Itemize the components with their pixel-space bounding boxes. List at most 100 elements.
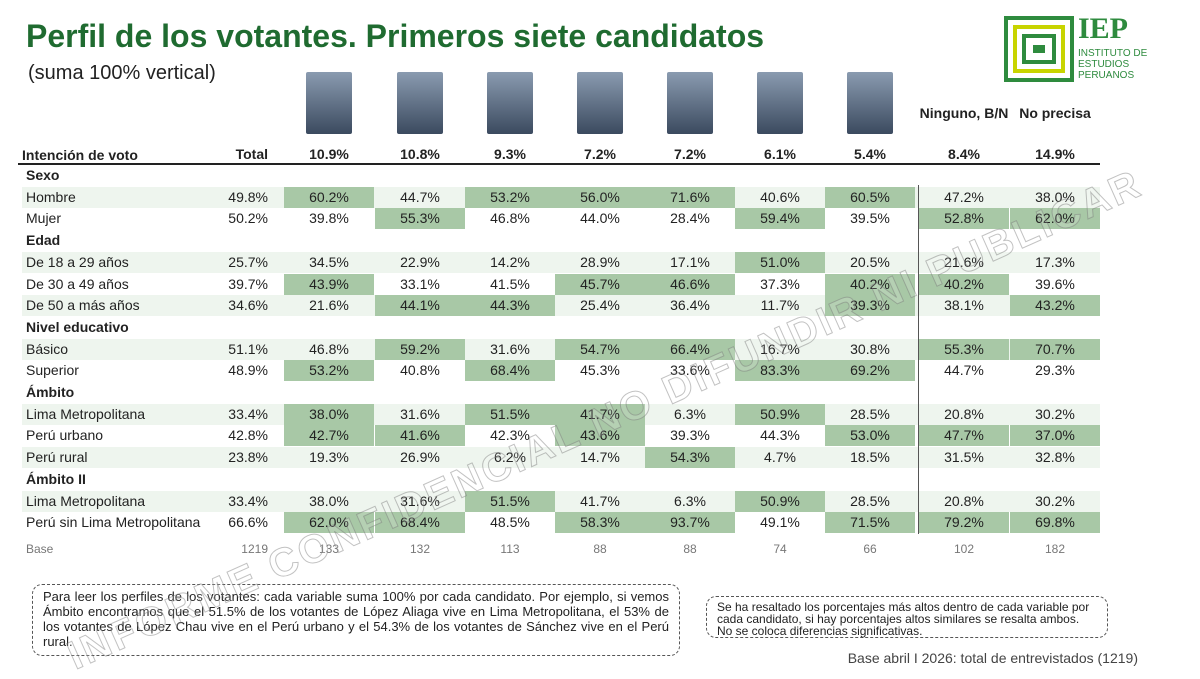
cell-value: 30.2% [1035,405,1075,422]
note-right: Se ha resaltado los porcentajes más alto… [706,596,1108,638]
cell-value: 39.5% [850,210,890,227]
cell-value: 51.5% [490,405,530,422]
cell-value: 39.3% [850,297,890,314]
cell-value: 30.8% [850,340,890,357]
highlight [555,338,645,360]
total-value: 34.6% [228,297,268,314]
cell-value: 38.0% [309,405,349,422]
cell-value: 41.7% [580,492,620,509]
cell-value: 39.8% [309,210,349,227]
cell-value: 59.4% [760,210,800,227]
logo-mark [1004,16,1074,82]
cell-value: 55.3% [944,340,984,357]
highlight [284,403,374,425]
cell-value: 54.7% [580,340,620,357]
logo-text: INSTITUTO DE ESTUDIOS PERUANOS [1078,48,1147,81]
cell-value: 20.5% [850,253,890,270]
row-label: Perú urbano [26,427,104,444]
cell-value: 44.3% [490,297,530,314]
highlight [1010,512,1100,534]
logo-line: ESTUDIOS [1078,59,1130,70]
cell-value: 60.5% [850,188,890,205]
cell-value: 40.8% [400,362,440,379]
cell-value: 59.2% [400,340,440,357]
base-value: 132 [409,541,431,556]
highlight [284,186,374,208]
cell-value: 19.3% [309,449,349,466]
base-value: 182 [1044,541,1066,556]
cell-value: 16.7% [760,340,800,357]
cell-value: 40.6% [760,188,800,205]
cell-value: 33.1% [400,275,440,292]
row-label: De 50 a más años [26,297,140,314]
cell-value: 20.8% [944,492,984,509]
base-total: 1219 [241,541,268,556]
highlight [825,295,915,317]
column-name: Ninguno, B/N [919,105,1009,121]
logo-icon [1004,16,1074,82]
cell-value: 48.5% [490,514,530,531]
row-label: Perú rural [26,449,88,466]
column-share: 8.4% [948,146,980,162]
total-value: 66.6% [228,514,268,531]
candidate-photo [757,72,803,134]
cell-value: 6.3% [674,492,706,509]
cell-value: 52.8% [944,210,984,227]
section-title: Sexo [26,167,60,183]
cell-value: 55.3% [400,210,440,227]
highlight [919,273,1009,295]
highlight [825,273,915,295]
row-label: Superior [26,362,79,379]
highlight [375,425,465,447]
row-label: Mujer [26,210,62,227]
subtitle: (suma 100% vertical) [28,62,216,84]
cell-value: 47.7% [944,427,984,444]
cell-value: 56.0% [580,188,620,205]
column-name: No precisa [1019,105,1091,121]
cell-value: 36.4% [670,297,710,314]
highlight [645,447,735,469]
highlight [465,360,555,382]
cell-value: 26.9% [400,449,440,466]
cell-value: 14.2% [490,253,530,270]
row-label: Hombre [26,188,76,205]
cell-value: 38.0% [309,492,349,509]
highlight [735,208,825,230]
row-label-header: Intención de voto [22,147,138,163]
column-share: 14.9% [1035,146,1075,162]
cell-value: 68.4% [400,514,440,531]
cell-value: 30.2% [1035,492,1075,509]
highlight [735,360,825,382]
cell-value: 22.9% [400,253,440,270]
cell-value: 6.2% [494,449,526,466]
highlight [919,338,1009,360]
highlight [645,512,735,534]
base-value: 102 [953,541,975,556]
header-rule [18,163,1100,165]
cell-value: 69.8% [1035,514,1075,531]
cell-value: 6.3% [674,405,706,422]
column-share: 10.9% [309,146,349,162]
cell-value: 46.8% [309,340,349,357]
candidate-photo [487,72,533,134]
highlight [555,512,645,534]
highlight [465,490,555,512]
row-label: Lima Metropolitana [26,492,146,509]
row-label: Básico [26,340,69,357]
cell-value: 37.3% [760,275,800,292]
cell-value: 60.2% [309,188,349,205]
cell-value: 70.7% [1035,340,1075,357]
highlight [284,360,374,382]
cell-value: 44.1% [400,297,440,314]
cell-value: 17.3% [1035,253,1075,270]
section-title: Ámbito II [26,470,86,487]
cell-value: 50.9% [760,405,800,422]
highlight [284,512,374,534]
cell-value: 49.1% [760,514,800,531]
row-label: De 30 a 49 años [26,275,129,292]
cell-value: 68.4% [490,362,530,379]
column-share: 5.4% [854,146,886,162]
highlight [825,425,915,447]
total-value: 33.4% [228,492,268,509]
cell-value: 43.6% [580,427,620,444]
